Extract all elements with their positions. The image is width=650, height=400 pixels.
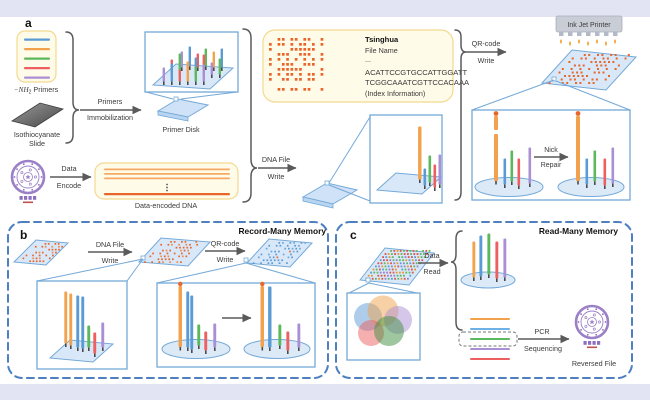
panel-c-border	[335, 221, 633, 379]
file-name: File Name	[365, 46, 398, 55]
c-strand-spot	[460, 233, 516, 289]
panel-c-label: c	[350, 228, 357, 242]
file-seq-2: TCGGCAAATCGTTCCACAAA	[365, 78, 470, 87]
overlapping-spots	[354, 295, 412, 346]
slide-c	[359, 247, 435, 286]
brace-qr-group	[454, 29, 467, 201]
panel-b-title: Record-Many Memory	[239, 226, 327, 236]
immobilization-label-2: Immobilization	[87, 113, 133, 122]
nh2-primers-box	[16, 30, 57, 83]
panel-b-border	[7, 221, 329, 379]
primer-disk-label: Primer Disk	[162, 125, 200, 134]
encode-label-2: Encode	[57, 181, 81, 190]
spot-after-repair	[557, 177, 625, 197]
isothiocyanate-label-2: Slide	[29, 139, 45, 148]
file-qr-code	[269, 38, 324, 91]
reversed-file-label: Reversed File	[572, 359, 616, 368]
qr-write-label-2: Write	[478, 56, 495, 65]
immobilization-label-1: Primers	[98, 97, 123, 106]
nh2-primers-label: −NH2 Primers	[14, 85, 59, 96]
sequence-lines	[458, 318, 518, 360]
spot-before-repair	[474, 177, 544, 197]
data-encoded-dna-label: Data-encoded DNA	[135, 201, 198, 210]
bottom-page-band	[0, 384, 650, 400]
selected-sequence-box	[458, 331, 518, 347]
b-qr-write-label-1: QR-code	[211, 239, 240, 248]
panel-b: b Record-Many Memory DNA File Write QR-c…	[7, 221, 329, 379]
isothiocyanate-slide	[11, 102, 64, 128]
nick-label-2: Repair	[541, 162, 562, 169]
slide-b3	[243, 238, 314, 268]
slide-b2	[137, 237, 212, 267]
primer-strands	[162, 46, 223, 85]
dna-file-inset	[369, 114, 443, 204]
dna-write-label-2: Write	[268, 172, 285, 181]
nick-label-1: Nick	[544, 147, 558, 154]
tsinghua-logo-icon	[10, 159, 46, 205]
panel-c: c Read-Many Memory Data Read	[335, 221, 633, 379]
slide-b1	[12, 239, 70, 266]
pcr-label-1: PCR	[534, 327, 549, 336]
data-encoded-dna-box	[94, 162, 239, 200]
primer-disk-inset	[144, 31, 239, 122]
panel-a-label: a	[25, 16, 32, 30]
file-seq-1: ACATTCCGTGCCATTGGATT	[365, 68, 467, 77]
b-qr-write-label-2: Write	[217, 255, 234, 264]
top-page-band	[0, 0, 650, 17]
file-title: Tsinghua	[365, 35, 399, 44]
brace-read-branches	[450, 230, 463, 331]
dna-write-label-1: DNA File	[262, 155, 290, 164]
b-inset-2	[156, 281, 316, 368]
file-index-info: (Index Information)	[365, 89, 425, 98]
b-strand-group-left	[178, 281, 183, 351]
panel-c-title: Read-Many Memory	[539, 226, 618, 236]
file-ellipsis: ...	[365, 55, 371, 64]
dna-file-disk	[301, 180, 359, 209]
repaired-strand	[575, 111, 581, 185]
qr-write-label-1: QR-code	[472, 39, 501, 48]
printer-nozzles	[559, 32, 618, 36]
b-dna-write-label-1: DNA File	[96, 240, 124, 249]
printer-label: Ink Jet Printer	[567, 22, 611, 29]
encode-label-1: Data	[61, 164, 76, 173]
nick-repair-inset: Nick Repair	[471, 109, 631, 201]
file-info-box: Tsinghua File Name ... ACATTCCGTGCCATTGG…	[262, 29, 470, 103]
brace-write-group	[242, 28, 258, 203]
printed-qr-slide	[540, 49, 638, 91]
panel-a: a −NH2 Primers Isothiocyanate Slide Prim…	[10, 15, 638, 210]
inkjet-printer: Ink Jet Printer	[555, 15, 623, 46]
venn-inset	[346, 292, 421, 361]
b-dna-write-label-2: Write	[102, 256, 119, 265]
brace-primers-group	[65, 31, 80, 144]
b-strand-group-right	[260, 281, 265, 351]
tsinghua-logo-icon-reversed	[574, 304, 610, 350]
ink-droplets	[560, 39, 616, 46]
isothiocyanate-label-1: Isothiocyanate	[14, 130, 60, 139]
nicked-strand	[493, 111, 499, 185]
dna-file-strands	[418, 126, 442, 191]
read-label-1: Data	[424, 251, 439, 260]
panel-b-label: b	[20, 228, 27, 242]
b-inset-1	[36, 280, 128, 370]
read-label-2: Read	[423, 267, 440, 276]
pcr-label-2: Sequencing	[524, 344, 562, 353]
